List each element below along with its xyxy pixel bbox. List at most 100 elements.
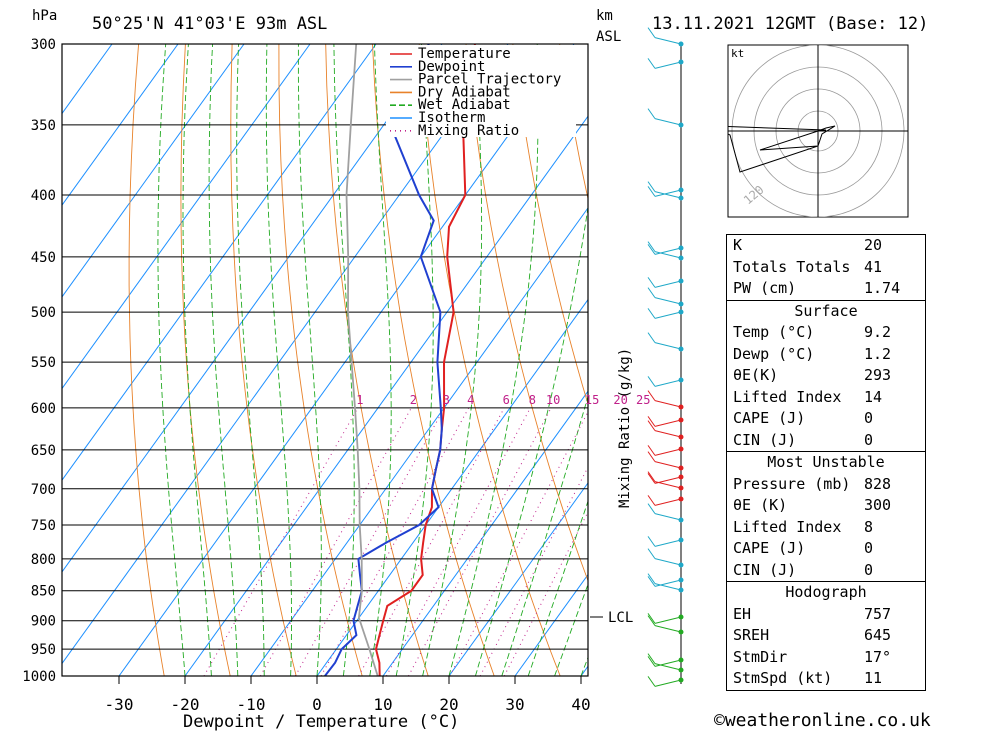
index-value: 300	[864, 496, 892, 514]
wind-barb-staff	[654, 616, 682, 624]
x-tick-label: 10	[373, 695, 392, 714]
wet-adiabat-line	[208, 44, 239, 676]
wind-barb-staff	[654, 251, 682, 259]
isotherm-line	[250, 207, 588, 676]
wind-barb-staff	[654, 419, 682, 427]
index-label: CAPE (J)	[733, 409, 806, 427]
mixing-ratio-line	[503, 510, 588, 676]
x-tick-label: 40	[571, 695, 590, 714]
series-temperature	[374, 44, 476, 676]
isotherm-line	[62, 44, 311, 390]
wind-barb-staff	[654, 659, 682, 667]
pressure-tick-label: 550	[31, 355, 56, 371]
wind-barb-flag	[647, 451, 656, 462]
index-row: SREH 645	[727, 625, 925, 647]
wind-barb-flag	[647, 613, 656, 624]
wind-barb-staff	[654, 583, 682, 591]
index-value: 293	[864, 366, 892, 384]
mixing-ratio-line	[320, 407, 470, 676]
mixing-ratio-label: 25	[636, 393, 650, 407]
wind-barb-flag	[647, 548, 656, 559]
wind-barb-staff	[654, 342, 682, 350]
pressure-tick-label: 750	[31, 518, 56, 534]
wind-barb-staff	[654, 118, 682, 126]
index-value: 1.74	[864, 279, 901, 297]
wind-barb-flag	[647, 332, 656, 343]
mixing-ratio-line	[358, 407, 505, 676]
wet-adiabat-line	[236, 44, 265, 676]
wind-barb-flag	[647, 376, 656, 387]
wind-barb-staff	[654, 61, 682, 69]
wind-barb-flag	[647, 241, 656, 252]
pressure-tick-label: 350	[31, 118, 56, 134]
index-value: 8	[864, 517, 874, 536]
wind-barb-flag	[647, 495, 656, 506]
wet-adiabat-line	[527, 499, 588, 676]
mixing-ratio-line	[479, 466, 588, 676]
wind-barb-staff	[654, 663, 682, 671]
index-value: 757	[864, 604, 892, 623]
isotherm-line	[316, 298, 588, 676]
index-value: 0	[864, 430, 874, 449]
wet-adiabat-line	[448, 44, 539, 676]
hodograph-plot: kt 120	[727, 44, 909, 218]
hodograph-header: Hodograph	[785, 583, 867, 601]
wind-barb-flag	[647, 676, 656, 687]
asl-label: ASL	[596, 29, 621, 45]
wind-barb-flag	[647, 503, 656, 514]
index-label: CIN (J)	[733, 560, 797, 579]
index-row: CAPE (J) 0	[727, 538, 925, 560]
index-value: 1.2	[864, 344, 892, 363]
index-label: Lifted Index	[733, 387, 842, 406]
index-row: Temp (°C) 9.2	[727, 322, 925, 344]
index-row: CAPE (J) 0	[727, 408, 925, 430]
dry-adiabat-line	[512, 44, 588, 406]
x-tick-label: -20	[171, 695, 200, 714]
dry-adiabat-line	[230, 44, 297, 676]
wet-adiabat-line	[265, 44, 292, 676]
isotherm-line	[448, 482, 588, 676]
stability-indices: K 20 Totals Totals 41 PW (cm) 1.74	[726, 234, 926, 301]
isotherm-line	[118, 44, 575, 676]
index-label: StmSpd (kt)	[733, 669, 833, 687]
index-row: StmDir 17°	[727, 647, 925, 669]
wind-barb-flag	[647, 27, 656, 38]
index-label: PW (cm)	[733, 279, 797, 297]
wind-barb-flag	[647, 471, 656, 482]
mixing-ratio-label: 4	[467, 393, 474, 407]
mixing-ratio-label: 10	[546, 393, 560, 407]
wind-barb-staff	[654, 191, 682, 199]
pressure-tick-label: 950	[31, 642, 56, 658]
wind-barb-staff	[654, 625, 682, 633]
wind-barb-staff	[654, 448, 682, 456]
index-label: K	[733, 236, 743, 254]
wind-barb-flag	[647, 277, 656, 288]
index-label: StmDir	[733, 647, 788, 666]
index-label: Pressure (mb)	[733, 474, 851, 493]
wind-barb-staff	[654, 297, 682, 305]
wind-barb-flag	[647, 108, 656, 119]
index-row: CIN (J) 0	[727, 560, 925, 582]
isotherm-line	[62, 44, 443, 573]
wind-barb-flag	[647, 244, 656, 255]
wind-barb-flag	[647, 287, 656, 298]
legend-label: Isotherm	[418, 110, 485, 126]
index-value: 0	[864, 409, 874, 427]
index-value: 828	[864, 474, 892, 493]
wind-barb-flag	[647, 445, 656, 456]
pressure-tick-label: 400	[31, 188, 56, 204]
pressure-tick-label: 600	[31, 401, 56, 417]
wind-barb-staff	[654, 679, 682, 687]
wind-barb-staff	[654, 579, 682, 587]
pressure-tick-label: 300	[31, 37, 56, 53]
index-value: 11	[864, 669, 883, 687]
wind-barb-staff	[654, 379, 682, 387]
dry-adiabat-line	[934, 44, 1000, 676]
pressure-tick-label: 700	[31, 482, 56, 498]
pressure-tick-label: 650	[31, 443, 56, 459]
index-label: Lifted Index	[733, 517, 842, 536]
isotherm-line	[184, 115, 588, 676]
index-row: Pressure (mb) 828	[727, 474, 925, 496]
temperature-axis: -30 -20 -10 0 10 20 30 40	[105, 676, 591, 714]
